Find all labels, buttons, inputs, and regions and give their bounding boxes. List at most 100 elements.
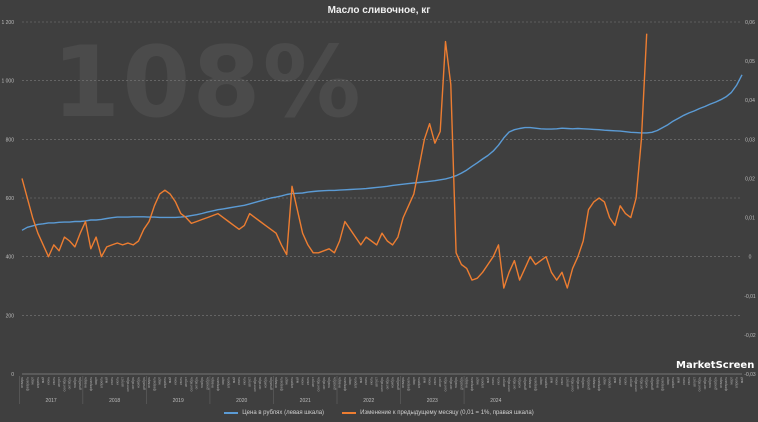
month-tick-label: декабрь bbox=[332, 377, 336, 390]
left-axis-tick-label: 200 bbox=[6, 313, 15, 319]
month-tick-label: январь bbox=[592, 377, 596, 388]
month-tick-label: май bbox=[105, 377, 109, 383]
month-tick-label: февраль bbox=[25, 377, 29, 391]
month-tick-label: сентябрь bbox=[444, 377, 448, 392]
month-tick-label: январь bbox=[84, 377, 88, 388]
month-tick-label: октябрь bbox=[322, 377, 326, 390]
right-axis-tick-label: -0,02 bbox=[744, 333, 756, 339]
month-tick-label: март bbox=[666, 377, 670, 385]
month-tick-label: апрель bbox=[671, 377, 675, 388]
month-tick-label: апрель bbox=[735, 377, 739, 388]
right-axis-tick-label: -0,01 bbox=[744, 294, 756, 300]
month-tick-label: январь bbox=[528, 377, 532, 388]
month-tick-label: май bbox=[232, 377, 236, 383]
month-tick-label: июль bbox=[52, 377, 56, 385]
month-tick-label: ноябрь bbox=[136, 377, 140, 388]
month-tick-label: январь bbox=[338, 377, 342, 388]
month-tick-label: сентябрь bbox=[316, 377, 320, 392]
month-tick-label: июль bbox=[115, 377, 119, 385]
month-tick-label: март bbox=[348, 377, 352, 385]
month-tick-label: апрель bbox=[99, 377, 103, 388]
month-tick-label: апрель bbox=[608, 377, 612, 388]
month-tick-label: октябрь bbox=[131, 377, 135, 390]
month-tick-label: май bbox=[613, 377, 617, 383]
month-tick-label: сентябрь bbox=[126, 377, 130, 392]
year-label: 2024 bbox=[490, 398, 501, 404]
year-label: 2021 bbox=[300, 398, 311, 404]
right-axis-tick-label: -0,03 bbox=[744, 372, 756, 378]
left-axis-tick-label: 0 bbox=[11, 372, 14, 378]
month-tick-label: июнь bbox=[491, 377, 495, 385]
month-tick-label: апрель bbox=[354, 377, 358, 388]
month-tick-label: июль bbox=[496, 377, 500, 385]
month-tick-label: август bbox=[121, 377, 125, 387]
month-tick-label: сентябрь bbox=[189, 377, 193, 392]
month-tick-label: май bbox=[168, 377, 172, 383]
month-tick-label: март bbox=[158, 377, 162, 385]
month-tick-label: февраль bbox=[343, 377, 347, 391]
right-axis-tick-label: 0,01 bbox=[745, 216, 755, 222]
month-tick-label: январь bbox=[147, 377, 151, 388]
month-tick-label: ноябрь bbox=[581, 377, 585, 388]
month-tick-label: сентябрь bbox=[698, 377, 702, 392]
right-axis-tick-label: 0 bbox=[749, 255, 752, 261]
month-tick-label: декабрь bbox=[714, 377, 718, 390]
brand-logo: MarketScreen bbox=[676, 360, 755, 371]
month-tick-label: март bbox=[475, 377, 479, 385]
year-label: 2017 bbox=[46, 398, 57, 404]
month-tick-label: октябрь bbox=[68, 377, 72, 390]
month-tick-label: январь bbox=[465, 377, 469, 388]
year-label: 2020 bbox=[236, 398, 247, 404]
legend-swatch-price bbox=[224, 412, 239, 414]
month-tick-label: июнь bbox=[682, 377, 686, 385]
year-label: 2023 bbox=[427, 398, 438, 404]
left-axis-tick-label: 600 bbox=[6, 196, 15, 202]
month-tick-label: июль bbox=[687, 377, 691, 385]
month-tick-label: май bbox=[676, 377, 680, 383]
month-tick-label: март bbox=[539, 377, 543, 385]
month-tick-label: февраль bbox=[406, 377, 410, 391]
month-tick-label: декабрь bbox=[142, 377, 146, 390]
month-tick-label: декабрь bbox=[78, 377, 82, 390]
right-axis-tick-label: 0,02 bbox=[745, 176, 755, 182]
month-tick-label: сентябрь bbox=[507, 377, 511, 392]
month-tick-label: январь bbox=[719, 377, 723, 388]
year-label: 2019 bbox=[173, 398, 184, 404]
month-tick-label: декабрь bbox=[523, 377, 527, 390]
legend-item-price: Цена в рублях (левая шкала) bbox=[224, 410, 324, 416]
month-tick-label: март bbox=[729, 377, 733, 385]
month-tick-label: май bbox=[41, 377, 45, 383]
month-tick-label: февраль bbox=[724, 377, 728, 391]
year-label: 2018 bbox=[109, 398, 120, 404]
month-tick-label: июнь bbox=[364, 377, 368, 385]
year-label: 2022 bbox=[363, 398, 374, 404]
right-axis-tick-label: 0,04 bbox=[745, 98, 755, 104]
month-tick-label: февраль bbox=[152, 377, 156, 391]
month-tick-label: март bbox=[221, 377, 225, 385]
month-tick-label: август bbox=[248, 377, 252, 387]
month-tick-label: февраль bbox=[597, 377, 601, 391]
month-tick-label: июль bbox=[306, 377, 310, 385]
month-tick-label: июнь bbox=[46, 377, 50, 385]
month-tick-label: май bbox=[486, 377, 490, 383]
month-tick-label: апрель bbox=[544, 377, 548, 388]
month-tick-label: октябрь bbox=[639, 377, 643, 390]
month-tick-label: ноябрь bbox=[708, 377, 712, 388]
month-tick-label: апрель bbox=[417, 377, 421, 388]
month-tick-label: август bbox=[438, 377, 442, 387]
month-tick-label: апрель bbox=[290, 377, 294, 388]
month-tick-label: август bbox=[502, 377, 506, 387]
watermark-percentage: 108% bbox=[52, 26, 363, 140]
month-tick-label: сентябрь bbox=[62, 377, 66, 392]
month-tick-label: октябрь bbox=[576, 377, 580, 390]
month-tick-label: февраль bbox=[279, 377, 283, 391]
left-axis-tick-label: 1 000 bbox=[1, 79, 14, 85]
month-tick-label: август bbox=[184, 377, 188, 387]
legend-item-change: Изменение к предыдущему месяцу (0,01 = 1… bbox=[342, 410, 534, 416]
month-tick-label: октябрь bbox=[449, 377, 453, 390]
month-tick-label: октябрь bbox=[703, 377, 707, 390]
month-tick-label: ноябрь bbox=[645, 377, 649, 388]
legend-label-price: Цена в рублях (левая шкала) bbox=[242, 410, 325, 416]
